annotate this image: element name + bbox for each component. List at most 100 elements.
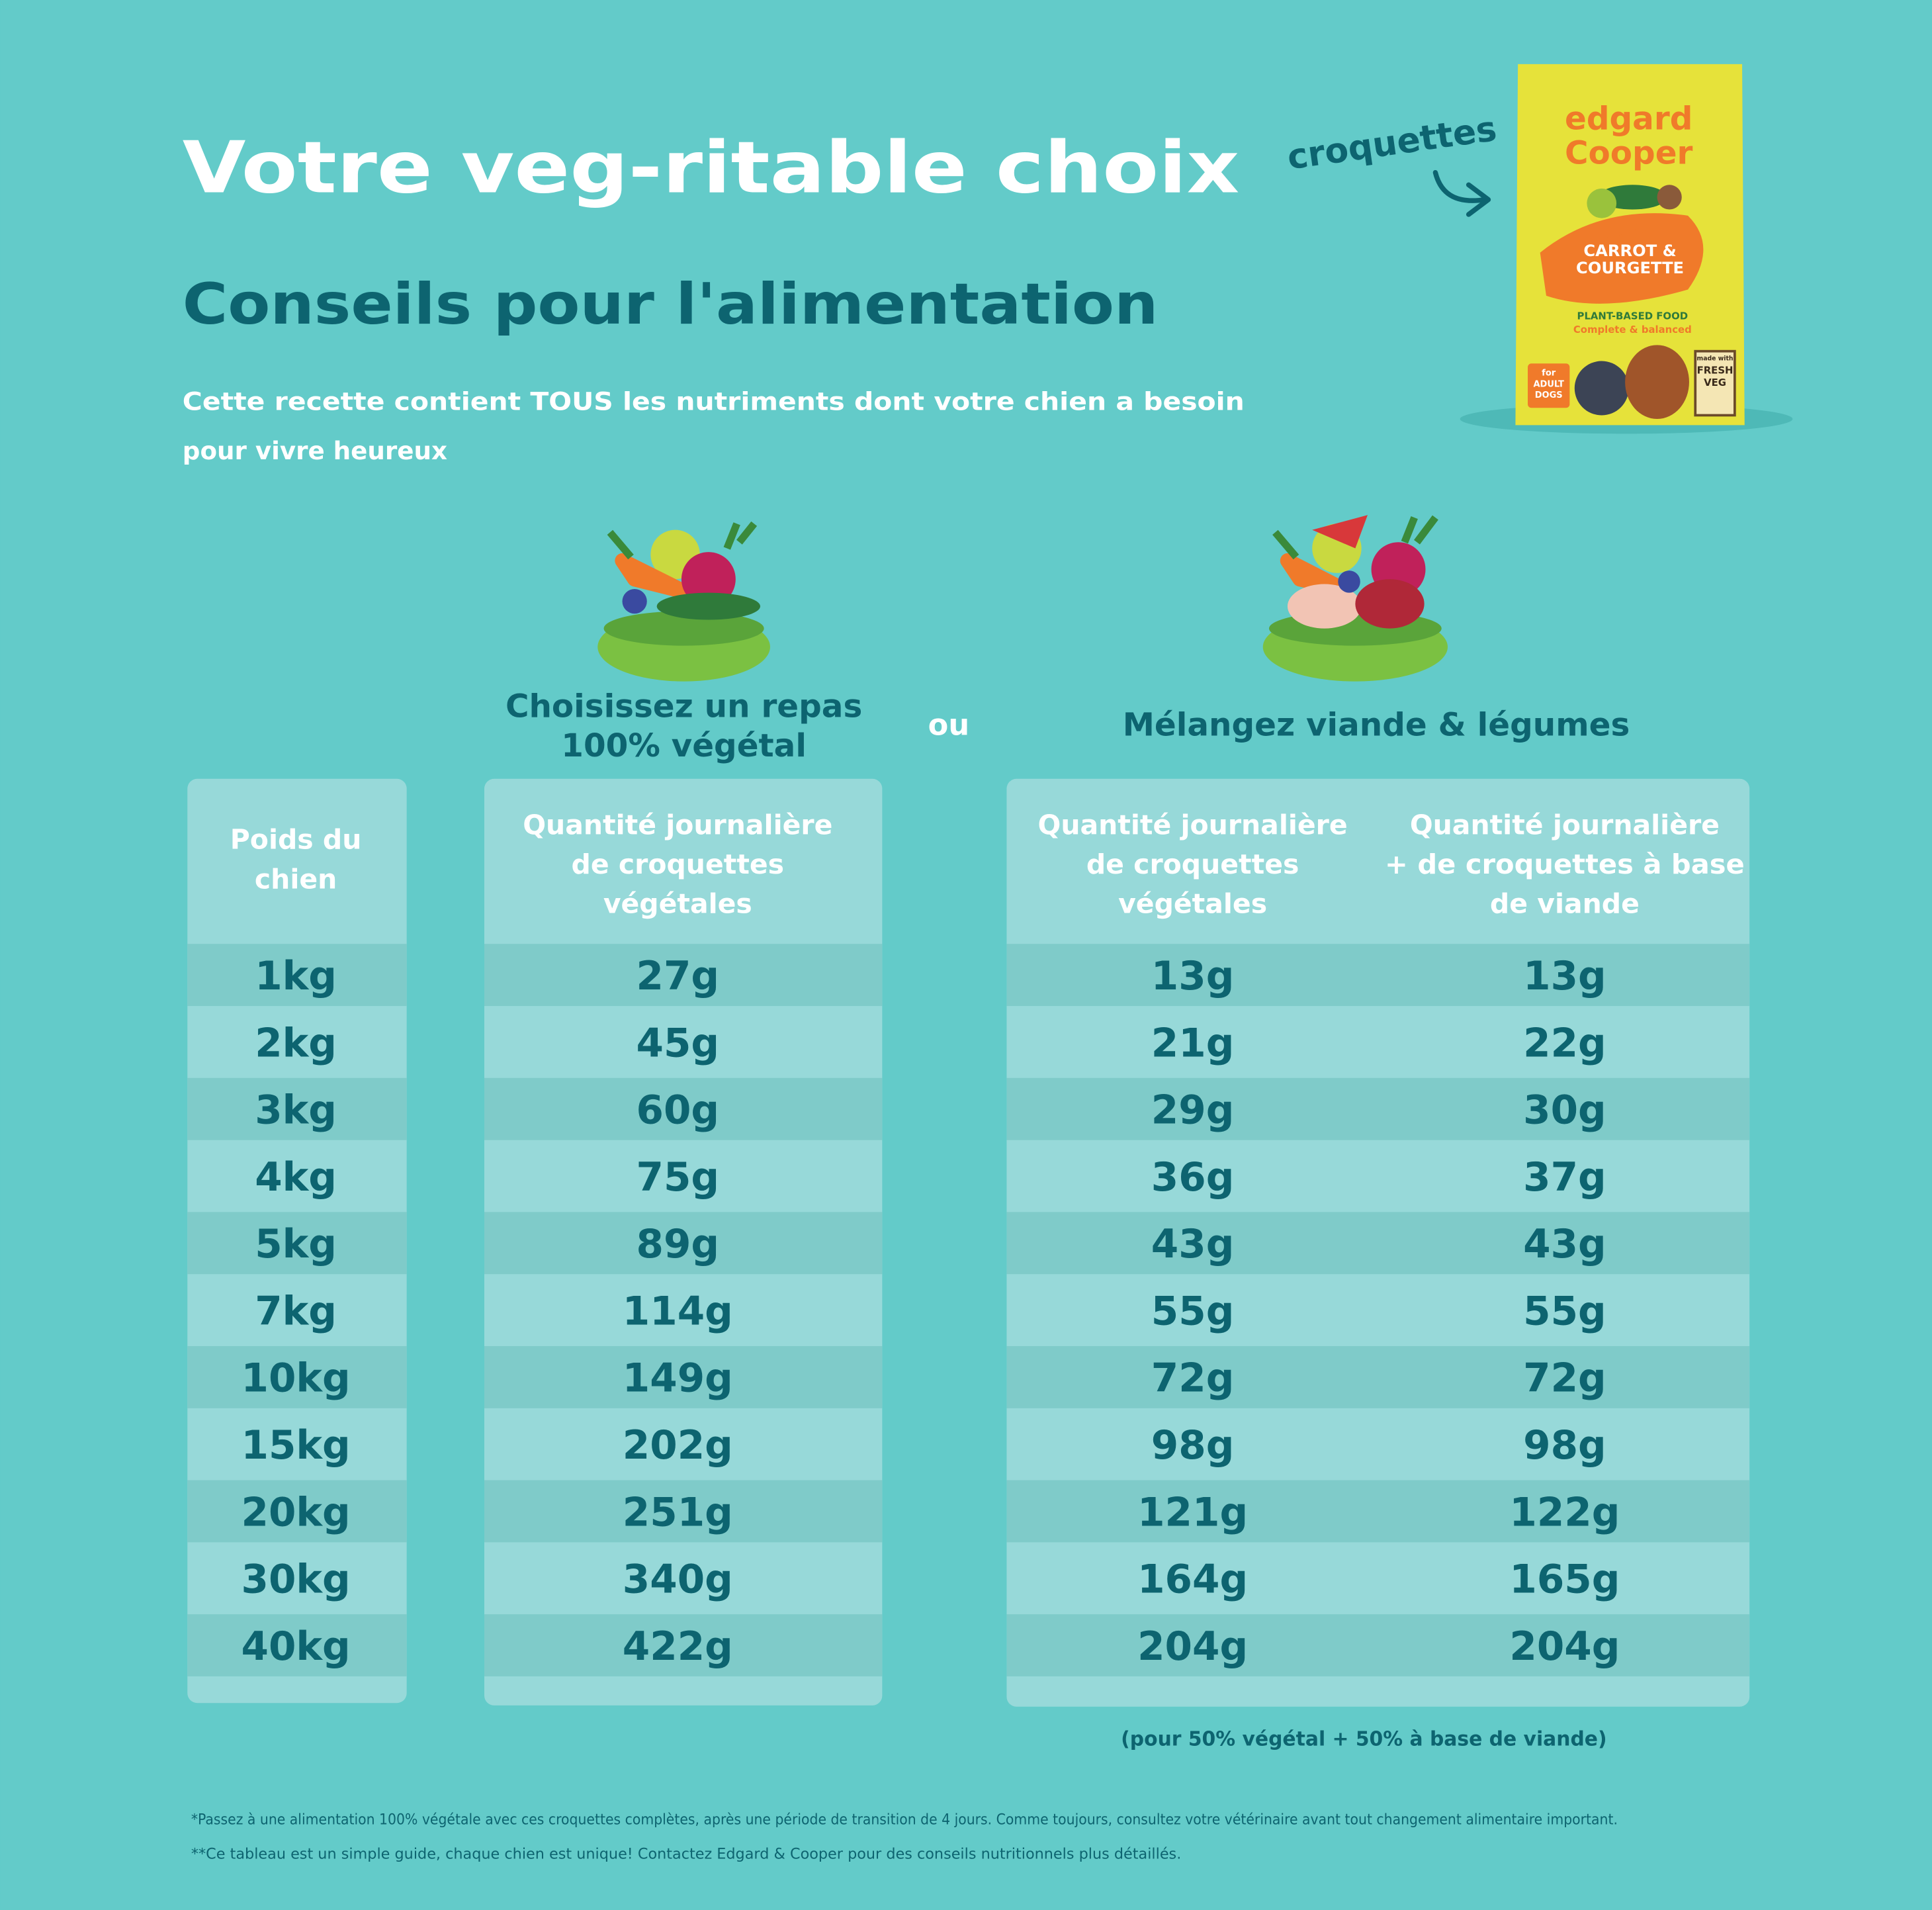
bag-label [1528,363,1570,408]
column-header: de croquettes [1086,848,1299,880]
bag-carrot [1540,213,1704,304]
bag-dog-2 [1625,345,1689,420]
bag-brand: Cooper [1565,135,1693,172]
row-band [187,1345,407,1408]
cell: 75g [637,1155,720,1201]
veg-bowl-illustration [597,521,770,682]
column-header: végétales [603,888,752,920]
bag-badge-text: VEG [1704,377,1726,388]
option-mix: Mélangez viande & légumes [1123,707,1630,744]
cell: 149g [623,1356,733,1402]
bag-claim: PLANT-BASED FOOD [1577,310,1689,322]
cell: 1kg [255,954,337,999]
cell: 5kg [255,1222,337,1267]
leaves [1272,515,1438,560]
bag-audience: for [1542,369,1556,379]
cell: 29g [1151,1088,1235,1134]
footnote: *Passez à une alimentation 100% végétale… [191,1811,1618,1829]
subtitle: Conseils pour l'alimentation [183,272,1159,338]
footnote: **Ce tableau est un simple guide, chaque… [191,1846,1181,1863]
column-header: de viande [1490,888,1640,920]
mix-note: (pour 50% végétal + 50% à base de viande… [1121,1728,1606,1751]
row-band [1006,1077,1750,1140]
blueberry [622,589,647,614]
row-band [187,1077,407,1140]
cell: 13g [1151,954,1235,999]
pointer-arrow-head [1466,182,1491,217]
row-band [187,944,407,1007]
cell: 27g [637,954,720,999]
row-band [484,1345,883,1408]
cell: 22g [1523,1021,1606,1066]
bag-badge-text: made with [1697,355,1734,362]
row-bands [187,944,1750,1676]
cell: 165g [1509,1557,1620,1603]
steak [1355,579,1425,629]
cell: 36g [1151,1155,1235,1201]
cell: 122g [1509,1490,1620,1535]
cell: 30kg [242,1557,351,1603]
row-band [1006,1345,1750,1408]
cell: 121g [1137,1490,1248,1535]
bag-apple [1587,188,1617,218]
option-or: ou [928,708,970,743]
intro-line: pour vivre heureux [183,436,447,465]
cell: 422g [623,1624,733,1670]
bag-potato [1657,185,1682,210]
cell: 4kg [255,1155,337,1201]
bag-audience: ADULT [1533,379,1564,389]
cell: 204g [1137,1624,1248,1670]
pointer-arrow [1432,169,1487,203]
cell: 98g [1151,1423,1235,1469]
column-header: Quantité journalière [1038,809,1348,841]
cell: 43g [1151,1222,1235,1267]
column-header: chien [255,863,337,895]
bag-dog-1 [1574,361,1629,416]
carrot [1280,553,1350,597]
cell: 164g [1137,1557,1248,1603]
courgette [656,592,761,620]
cell: 55g [1151,1289,1235,1334]
row-band [187,1614,407,1676]
mix-bowl-illustration [1262,515,1448,682]
bag-flavor: COURGETTE [1576,259,1684,277]
leaves [607,521,758,560]
row-band [484,1077,883,1140]
cell: 98g [1523,1423,1606,1469]
cell: 55g [1523,1289,1606,1334]
bag-badge-text: FRESH [1697,364,1734,376]
bowl-rim [603,611,764,646]
cell: 10kg [242,1356,351,1402]
column-header: végétales [1118,888,1267,920]
cell: 340g [623,1557,733,1603]
cell: 202g [623,1423,733,1469]
row-band [484,1614,883,1676]
beet [681,552,736,607]
cell: 21g [1151,1021,1235,1066]
cell: 45g [637,1021,720,1066]
column-header: + de croquettes à base [1385,848,1745,880]
row-band [484,944,883,1007]
product-bag [1460,64,1793,434]
cell: 37g [1523,1155,1606,1201]
column-header: Quantité journalière [523,809,832,841]
bag-brand: edgard [1565,100,1692,137]
cell: 13g [1523,954,1606,999]
chicken [1287,584,1362,629]
cell: 43g [1523,1222,1606,1267]
column-header: Quantité journalière [1410,809,1720,841]
title: Votre veg-ritable choix [183,126,1240,209]
option-veg: 100% végétal [561,727,807,764]
cell: 30g [1523,1088,1606,1134]
column-header: de croquettes [572,848,785,880]
cell: 114g [623,1289,733,1334]
blueberry [1338,570,1360,593]
bag-badge [1694,349,1736,417]
cell: 20kg [242,1490,351,1535]
bag-flavor: CRISPY [1605,227,1655,241]
row-band [187,1480,407,1543]
bag-audience: DOGS [1535,390,1563,400]
cell: 204g [1509,1624,1620,1670]
row-band [187,1212,407,1275]
